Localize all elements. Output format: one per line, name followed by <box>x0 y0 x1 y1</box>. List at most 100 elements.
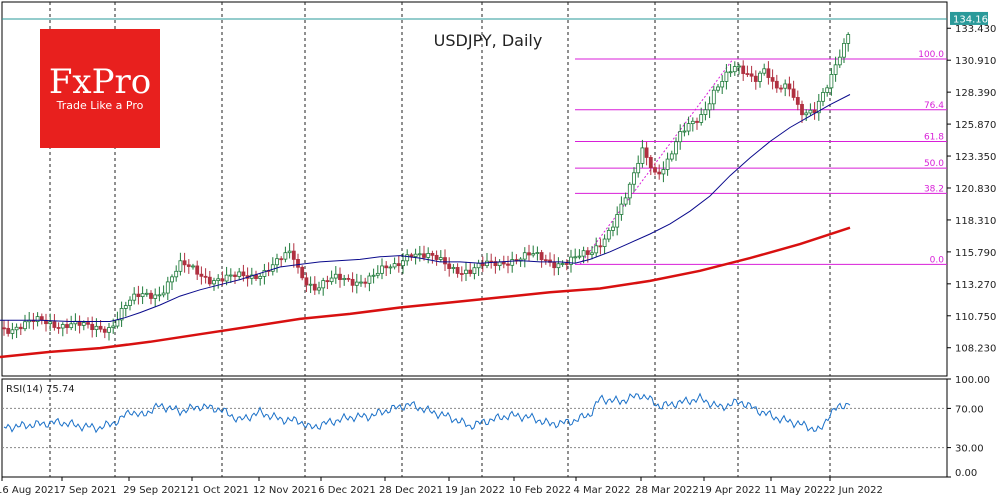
time-label: 11 May 2022 <box>764 485 829 496</box>
candle-body <box>564 263 569 265</box>
price-tick-label: 125.870 <box>955 120 996 131</box>
price-tick-label: 118.310 <box>955 216 996 227</box>
candle-body <box>779 87 783 90</box>
candle-body <box>640 147 645 164</box>
candle-body <box>732 66 737 73</box>
candle-body <box>800 104 804 116</box>
time-label: 28 Dec 2021 <box>379 485 443 496</box>
candle-body <box>787 83 792 90</box>
candle-body <box>333 273 338 279</box>
candle-body <box>783 83 788 89</box>
candle-body <box>291 250 296 260</box>
ma-200-line <box>0 226 851 359</box>
candle-body <box>354 281 359 286</box>
candle-body <box>539 252 544 261</box>
candle-body <box>39 316 44 321</box>
candle-body <box>619 203 624 215</box>
fib-level-label: 38.2 <box>924 184 944 194</box>
candle-body <box>766 68 771 78</box>
fib-level-label: 61.8 <box>924 132 944 142</box>
candle-body <box>94 325 99 331</box>
time-label: 21 Oct 2021 <box>187 485 249 496</box>
candle-body <box>476 262 481 269</box>
candle-body <box>413 253 418 257</box>
rsi-tick-label: 100.00 <box>955 375 990 386</box>
candle-body <box>602 238 607 247</box>
candle-body <box>669 153 674 160</box>
candle-body <box>804 112 809 116</box>
candle-body <box>535 252 540 254</box>
candle-body <box>753 75 758 82</box>
candle-body <box>300 266 305 279</box>
candle-body <box>569 256 573 265</box>
candle-body <box>543 259 548 262</box>
candle-body <box>758 72 762 82</box>
candle-body <box>287 250 292 254</box>
candle-body <box>506 263 510 266</box>
candle-body <box>724 71 729 82</box>
candle-body <box>60 324 65 329</box>
candle-body <box>140 293 145 298</box>
candle-body <box>304 277 309 286</box>
candle-body <box>48 321 53 325</box>
candle-body <box>615 214 620 228</box>
candle-body <box>438 257 443 260</box>
candle-body <box>111 325 116 328</box>
candle-body <box>2 327 6 330</box>
candle-body <box>115 319 120 327</box>
candle-body <box>842 42 846 58</box>
candle-body <box>363 281 368 284</box>
candle-body <box>325 280 330 283</box>
candle-body <box>128 299 132 306</box>
fxpro-logo: FxPro Trade Like a Pro <box>40 29 160 148</box>
candle-body <box>422 253 426 258</box>
candle-body <box>737 65 741 68</box>
candle-body <box>472 267 477 274</box>
candle-body <box>808 109 813 114</box>
price-tick-label: 115.790 <box>955 248 996 259</box>
candle-body <box>401 260 405 267</box>
candle-body <box>224 274 229 282</box>
candle-body <box>350 278 355 286</box>
price-axis: 133.430 130.910 128.390 125.870 123.350 120.8… <box>947 11 996 355</box>
candle-body <box>371 274 376 277</box>
candle-body <box>35 316 40 322</box>
candle-body <box>812 109 817 114</box>
candle-body <box>707 103 712 111</box>
candle-body <box>695 120 699 123</box>
candle-body <box>388 266 393 269</box>
candle-body <box>191 265 195 268</box>
candle-body <box>254 274 258 279</box>
price-tick-label: 133.430 <box>955 24 996 35</box>
candle-body <box>195 265 200 275</box>
fib-level-label: 0.0 <box>930 255 945 265</box>
candle-body <box>367 275 372 284</box>
candle-body <box>682 130 687 133</box>
current-price-badge <box>950 11 988 25</box>
candle-body <box>359 281 363 284</box>
candle-body <box>821 92 825 102</box>
candle-body <box>825 87 830 93</box>
candle-body <box>346 278 351 280</box>
candle-body <box>611 226 615 231</box>
candle-body <box>228 274 233 277</box>
candle-body <box>23 321 27 330</box>
candle-body <box>485 260 489 267</box>
candle-body <box>455 267 460 274</box>
candle-body <box>430 253 435 256</box>
candle-body <box>762 68 767 74</box>
candle-body <box>833 64 838 75</box>
candle-body <box>703 109 708 115</box>
candle-body <box>434 254 439 260</box>
price-tick-label: 113.270 <box>955 280 996 291</box>
candle-body <box>657 171 662 175</box>
candle-body <box>829 74 834 89</box>
price-tick-label: 120.830 <box>955 184 996 195</box>
candle-body <box>459 273 464 275</box>
candle-body <box>741 65 746 74</box>
candle-body <box>749 73 754 77</box>
candle-body <box>149 292 153 299</box>
candle-body <box>132 293 137 301</box>
candle-body <box>237 271 242 277</box>
candle-body <box>207 276 212 285</box>
